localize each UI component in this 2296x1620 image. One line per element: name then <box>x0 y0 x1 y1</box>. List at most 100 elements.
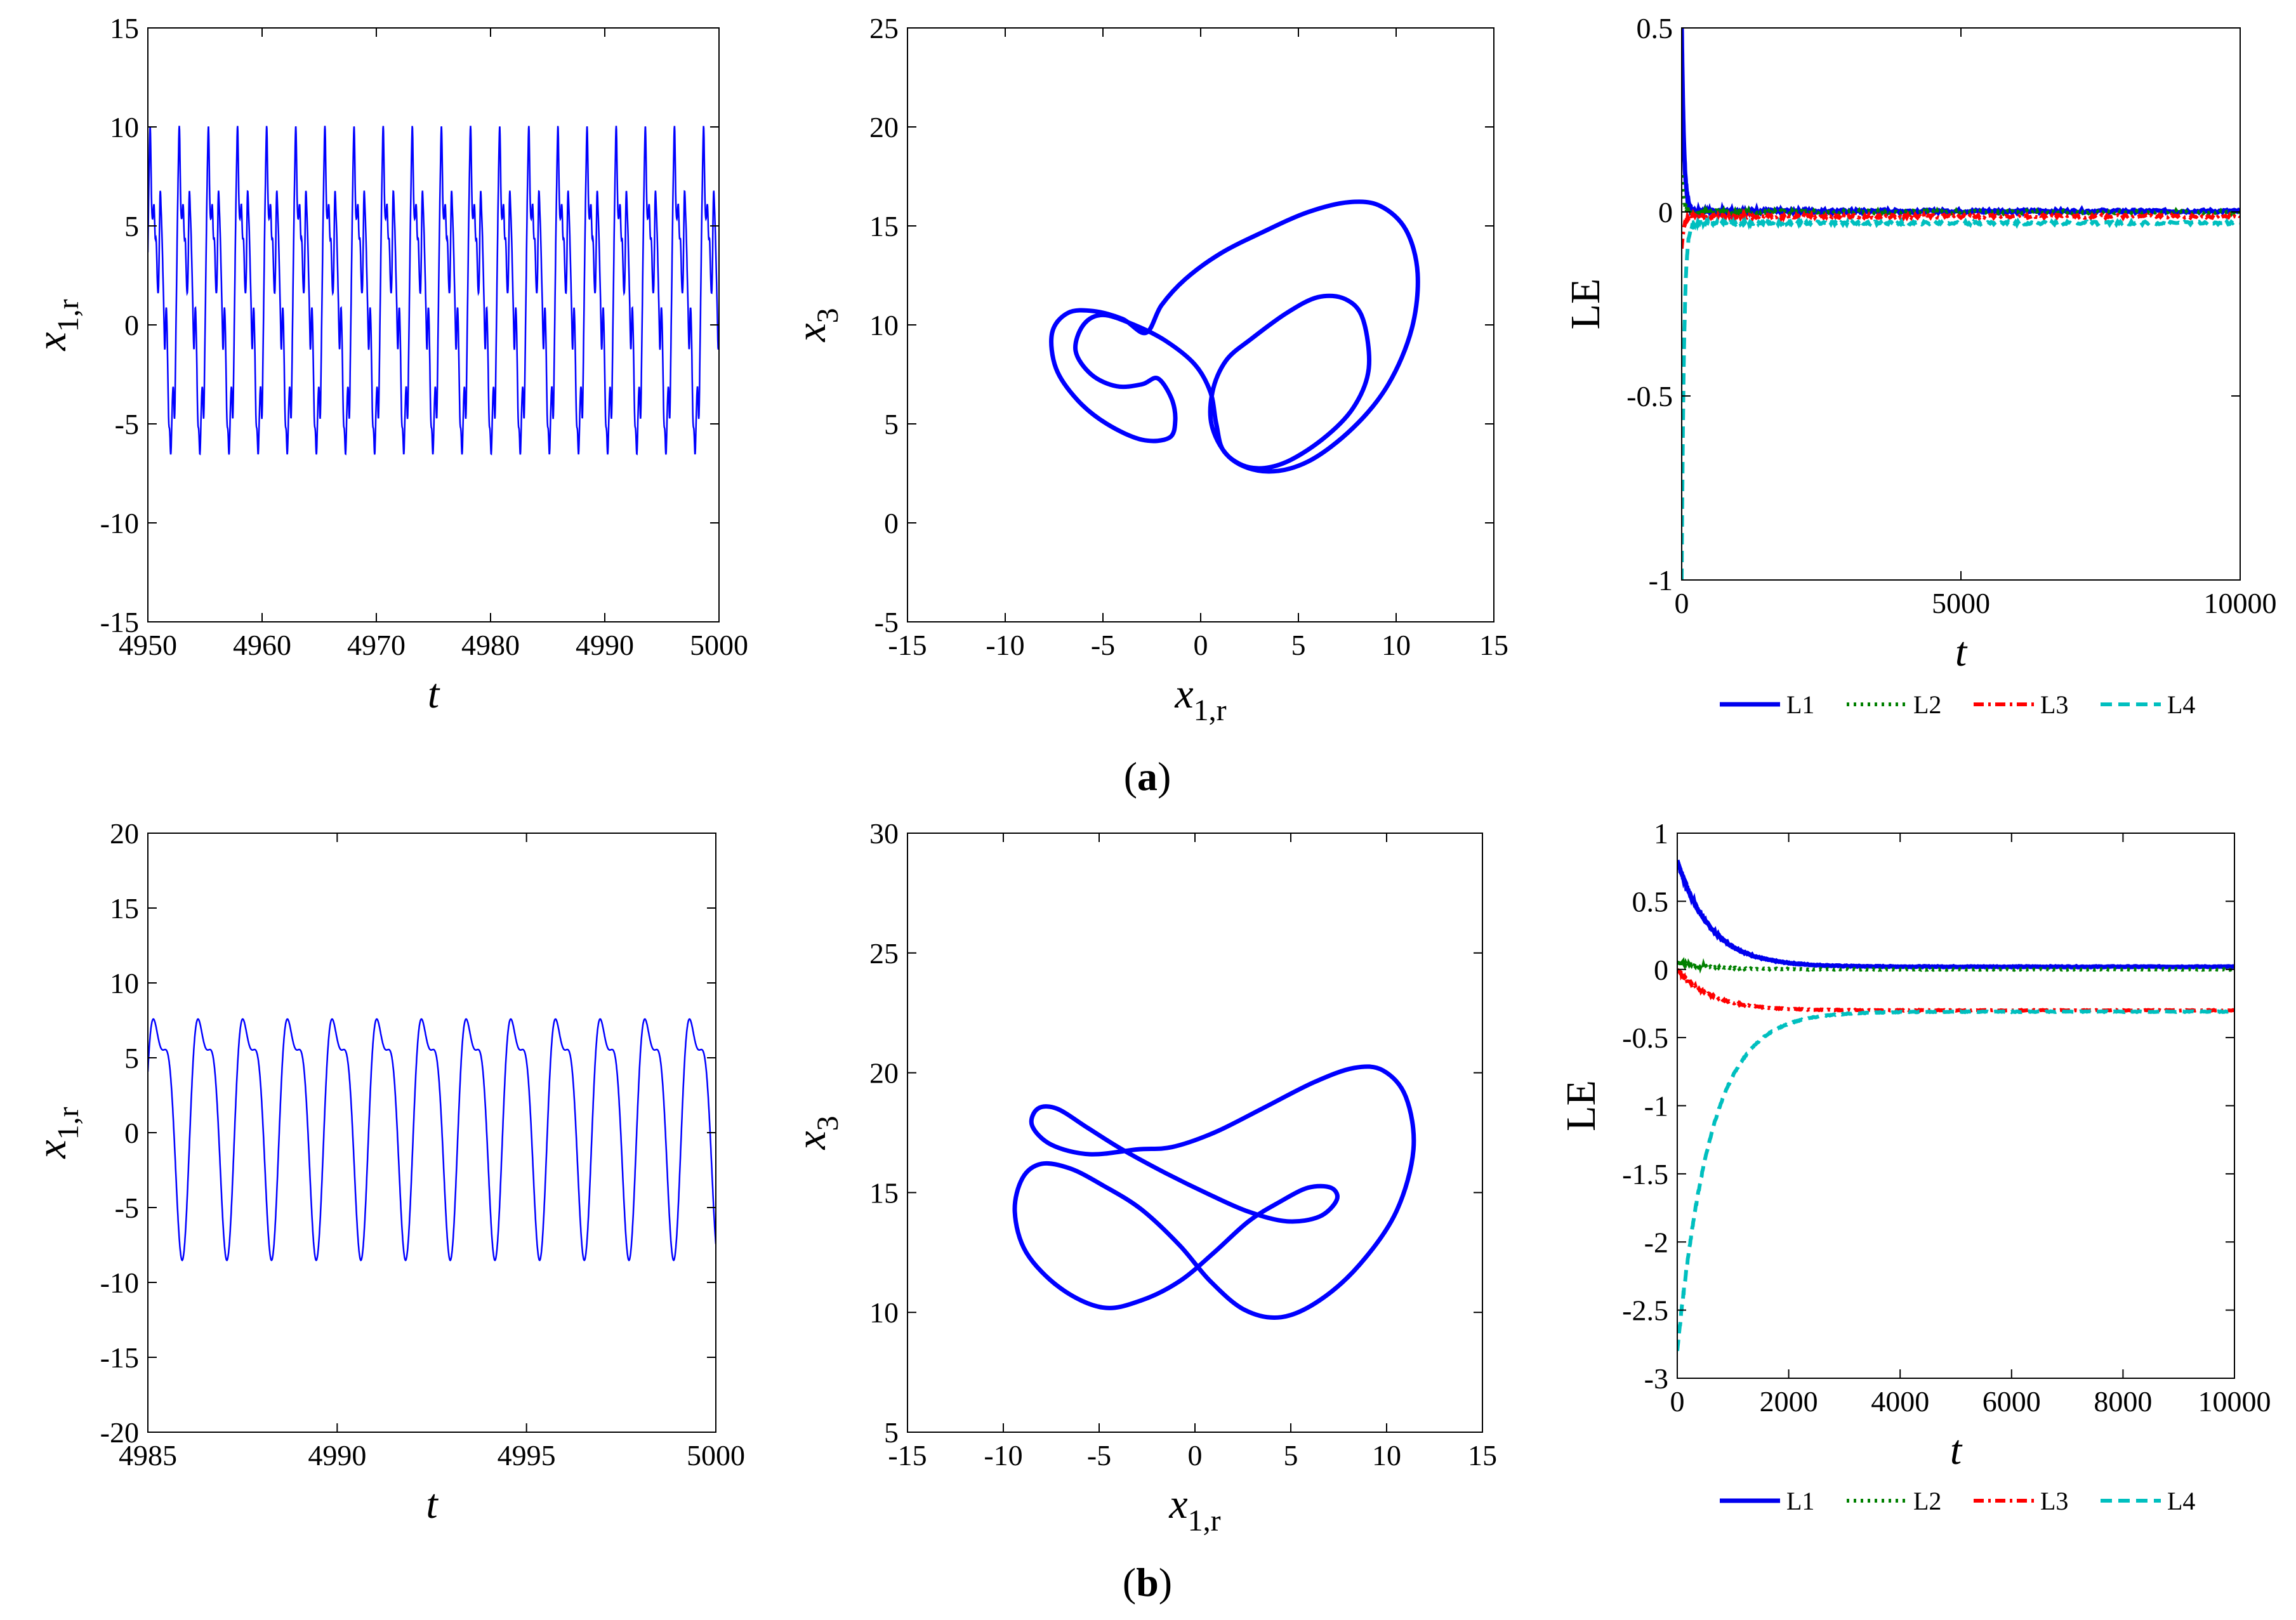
x-tick-label-a2: -15 <box>888 629 927 661</box>
x-axis-label-a3: t <box>1955 629 1968 675</box>
x-tick-label-b1: 5000 <box>687 1439 745 1472</box>
y-tick-label-a1: 0 <box>124 309 139 341</box>
y-tick-label-a1: -10 <box>100 507 139 539</box>
x-tick-label-a2: -10 <box>986 629 1024 661</box>
x-tick-label-b2: 10 <box>1372 1439 1401 1472</box>
y-tick-label-b3: -0.5 <box>1622 1022 1668 1054</box>
x-tick-label-a2: -5 <box>1091 629 1115 661</box>
x-tick-label-a1: 4960 <box>233 629 291 661</box>
y-axis-label-b2: x3 <box>788 1116 845 1150</box>
row-label-a-letter: a <box>1137 754 1158 799</box>
series-group-b1 <box>148 1018 716 1261</box>
legend-label-L4-b3: L4 <box>2167 1487 2195 1515</box>
y-axis-label-sub-a1: 1,r <box>51 299 85 332</box>
legend-label-L4-a3: L4 <box>2167 690 2195 719</box>
x-tick-label-a2: 0 <box>1194 629 1208 661</box>
legend-label-L2-b3: L2 <box>1913 1487 1941 1515</box>
x-tick-label-b2: -10 <box>984 1439 1022 1472</box>
y-tick-label-b3: 1 <box>1654 817 1668 850</box>
x-tick-label-a1: 4990 <box>576 629 634 661</box>
x-tick-label-b2: -5 <box>1087 1439 1111 1472</box>
series-line-b2 <box>1012 1064 1416 1320</box>
y-tick-label-b1: 15 <box>110 892 139 925</box>
x-tick-label-a3: 10000 <box>2204 587 2277 619</box>
chart-a3: 0 5000 10000 -1 -0.5 0 0.5 t LE L1 L2 L3 L4 <box>1562 12 2277 719</box>
series-L4-b3 <box>1677 1009 2234 1352</box>
series-group-a3 <box>1682 28 2240 580</box>
x-tick-label-a1: 4980 <box>461 629 520 661</box>
y-tick-label-b1: 10 <box>110 967 139 999</box>
x-tick-label-b1: 4985 <box>119 1439 177 1472</box>
x-axis-label-b1: t <box>426 1481 439 1527</box>
x-tick-label-b1: 4990 <box>308 1439 366 1472</box>
row-label-a-close: ) <box>1158 754 1171 799</box>
y-tick-label-a1: -15 <box>100 606 139 638</box>
y-tick-label-a2: 25 <box>869 12 899 44</box>
y-tick-label-b3: -3 <box>1644 1362 1668 1395</box>
x-tick-label-a2: 5 <box>1291 629 1306 661</box>
chart-b3: 0 2000 4000 6000 8000 10000 -3 -2.5 -2 -1.5 -1 -0.5… <box>1558 817 2271 1515</box>
y-tick-label-b3: 0 <box>1654 954 1668 986</box>
legend-label-L3-b3: L3 <box>2040 1487 2068 1515</box>
x-tick-label-b3: 8000 <box>2094 1385 2152 1418</box>
y-tick-label-a2: 20 <box>869 111 899 143</box>
series-L1-a3 <box>1682 28 2240 220</box>
y-tick-label-a3: 0.5 <box>1637 12 1673 44</box>
x-tick-label-b2: 5 <box>1284 1439 1298 1472</box>
row-label-a: (a) <box>1124 754 1171 799</box>
y-axis-label-main-a1: x <box>29 332 75 351</box>
series-group-b2 <box>1012 1064 1416 1320</box>
y-tick-label-a2: 15 <box>869 210 899 242</box>
x-tick-label-a1: 5000 <box>690 629 748 661</box>
x-axis-label-main-a2: x <box>1174 671 1193 717</box>
row-label-b-close: ) <box>1159 1560 1172 1605</box>
x-axis-label-main-b2: x <box>1168 1481 1187 1527</box>
y-axis-label-main-b1: x <box>29 1140 75 1159</box>
series-L4-a3 <box>1682 214 2240 580</box>
series-group-b3 <box>1677 859 2234 1352</box>
y-tick-label-b1: 5 <box>124 1042 139 1074</box>
y-tick-label-b2: 20 <box>869 1057 899 1090</box>
axes-frame-b3 <box>1677 833 2235 1379</box>
series-line-b1 <box>148 1018 716 1261</box>
x-axis-label-b2: x1,r <box>1168 1481 1220 1538</box>
y-axis-label-sub-b2: 3 <box>811 1116 845 1131</box>
y-tick-label-a2: 10 <box>869 309 899 341</box>
axes-frame-a2 <box>907 27 1494 622</box>
axes-frame-a3 <box>1681 27 2241 581</box>
x-tick-label-b3: 6000 <box>1983 1385 2041 1418</box>
x-tick-label-b3: 2000 <box>1760 1385 1818 1418</box>
series-L1-b3 <box>1677 859 2234 970</box>
row-label-b-letter: b <box>1136 1560 1159 1605</box>
y-tick-label-b1: -10 <box>100 1267 139 1299</box>
y-tick-label-b1: 20 <box>110 817 139 850</box>
y-axis-label-main-a2: x <box>788 323 835 342</box>
y-tick-label-a1: -5 <box>115 408 139 440</box>
legend-label-L1-a3: L1 <box>1786 690 1814 719</box>
series-line-a2 <box>1049 199 1420 474</box>
y-tick-label-b1: -20 <box>100 1416 139 1449</box>
y-tick-label-a3: 0 <box>1658 196 1673 228</box>
y-tick-label-b3: -2 <box>1644 1226 1668 1258</box>
x-tick-label-b3: 4000 <box>1871 1385 1929 1418</box>
y-axis-label-a2: x3 <box>788 308 845 342</box>
y-tick-label-a3: -0.5 <box>1626 380 1673 412</box>
y-axis-label-b3: LE <box>1558 1080 1604 1131</box>
x-axis-label-a2: x1,r <box>1174 671 1226 727</box>
legend-label-L1-b3: L1 <box>1786 1487 1814 1515</box>
series-L3-a3 <box>1682 208 2240 249</box>
y-tick-label-a1: 5 <box>124 210 139 242</box>
y-tick-label-b1: -15 <box>100 1341 139 1374</box>
y-axis-label-b1: x1,r <box>29 1107 85 1159</box>
legend-a3: L1 L2 L3 L4 <box>1720 690 2195 719</box>
series-line-a1 <box>148 126 719 456</box>
y-tick-label-a1: 10 <box>110 111 139 143</box>
y-tick-label-a1: 15 <box>110 12 139 44</box>
chart-a1: 4950 4960 4970 4980 4990 5000 -15 -10 -5 0 5 10 15 t x… <box>29 12 748 717</box>
series-group-a2 <box>1049 199 1420 474</box>
y-tick-label-b2: 25 <box>869 937 899 970</box>
y-tick-label-a2: 0 <box>884 507 899 539</box>
legend-label-L3-a3: L3 <box>2040 690 2068 719</box>
y-tick-label-b3: -1.5 <box>1622 1158 1668 1190</box>
